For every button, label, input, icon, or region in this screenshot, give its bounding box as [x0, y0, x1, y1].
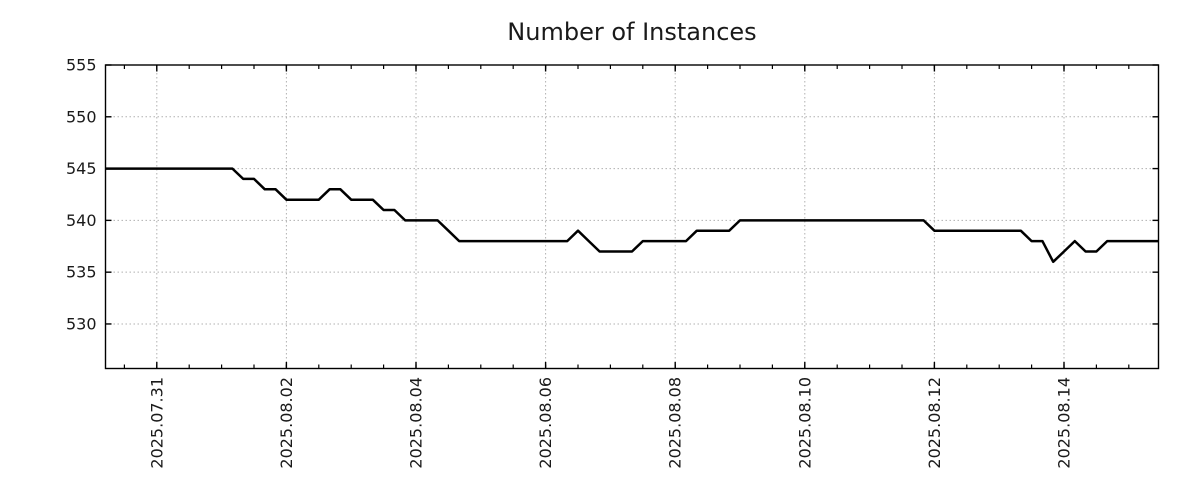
y-tick-label: 535 [66, 263, 97, 282]
x-tick-label: 2025.08.06 [536, 377, 555, 469]
y-tick-label: 545 [66, 159, 97, 178]
y-tick-label: 530 [66, 314, 97, 333]
x-tick-label: 2025.08.08 [666, 377, 685, 469]
x-tick-label: 2025.08.02 [277, 377, 296, 469]
plot-frame [104, 64, 1160, 370]
chart-title: Number of Instances [507, 18, 756, 46]
x-tick-label: 2025.08.12 [925, 377, 944, 469]
series-line-instances [105, 167, 1159, 264]
series-layer [105, 167, 1159, 264]
x-tick-label: 2025.07.31 [147, 377, 166, 469]
x-tick-label: 2025.08.04 [407, 377, 426, 469]
y-tick-label: 540 [66, 211, 97, 230]
y-tick-label: 550 [66, 107, 97, 126]
y-tick-label: 555 [66, 56, 97, 75]
x-tick-label: 2025.08.14 [1055, 377, 1074, 469]
x-tick-label: 2025.08.10 [795, 377, 814, 469]
axis-tick-labels: 555 550 545 540 535 530 2025.07.31 2025.08.02 20… [66, 56, 1074, 469]
